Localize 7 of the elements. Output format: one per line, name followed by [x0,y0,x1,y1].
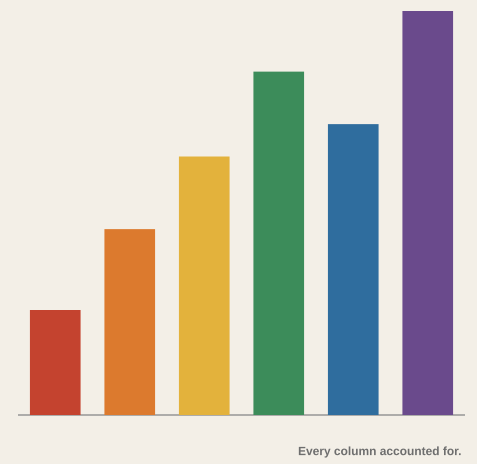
bar [253,72,304,415]
bar [178,156,230,415]
bar [30,310,81,415]
bar [328,124,379,415]
text: Every column accounted for. [298,446,461,458]
bar [104,229,156,415]
bar [402,10,454,415]
